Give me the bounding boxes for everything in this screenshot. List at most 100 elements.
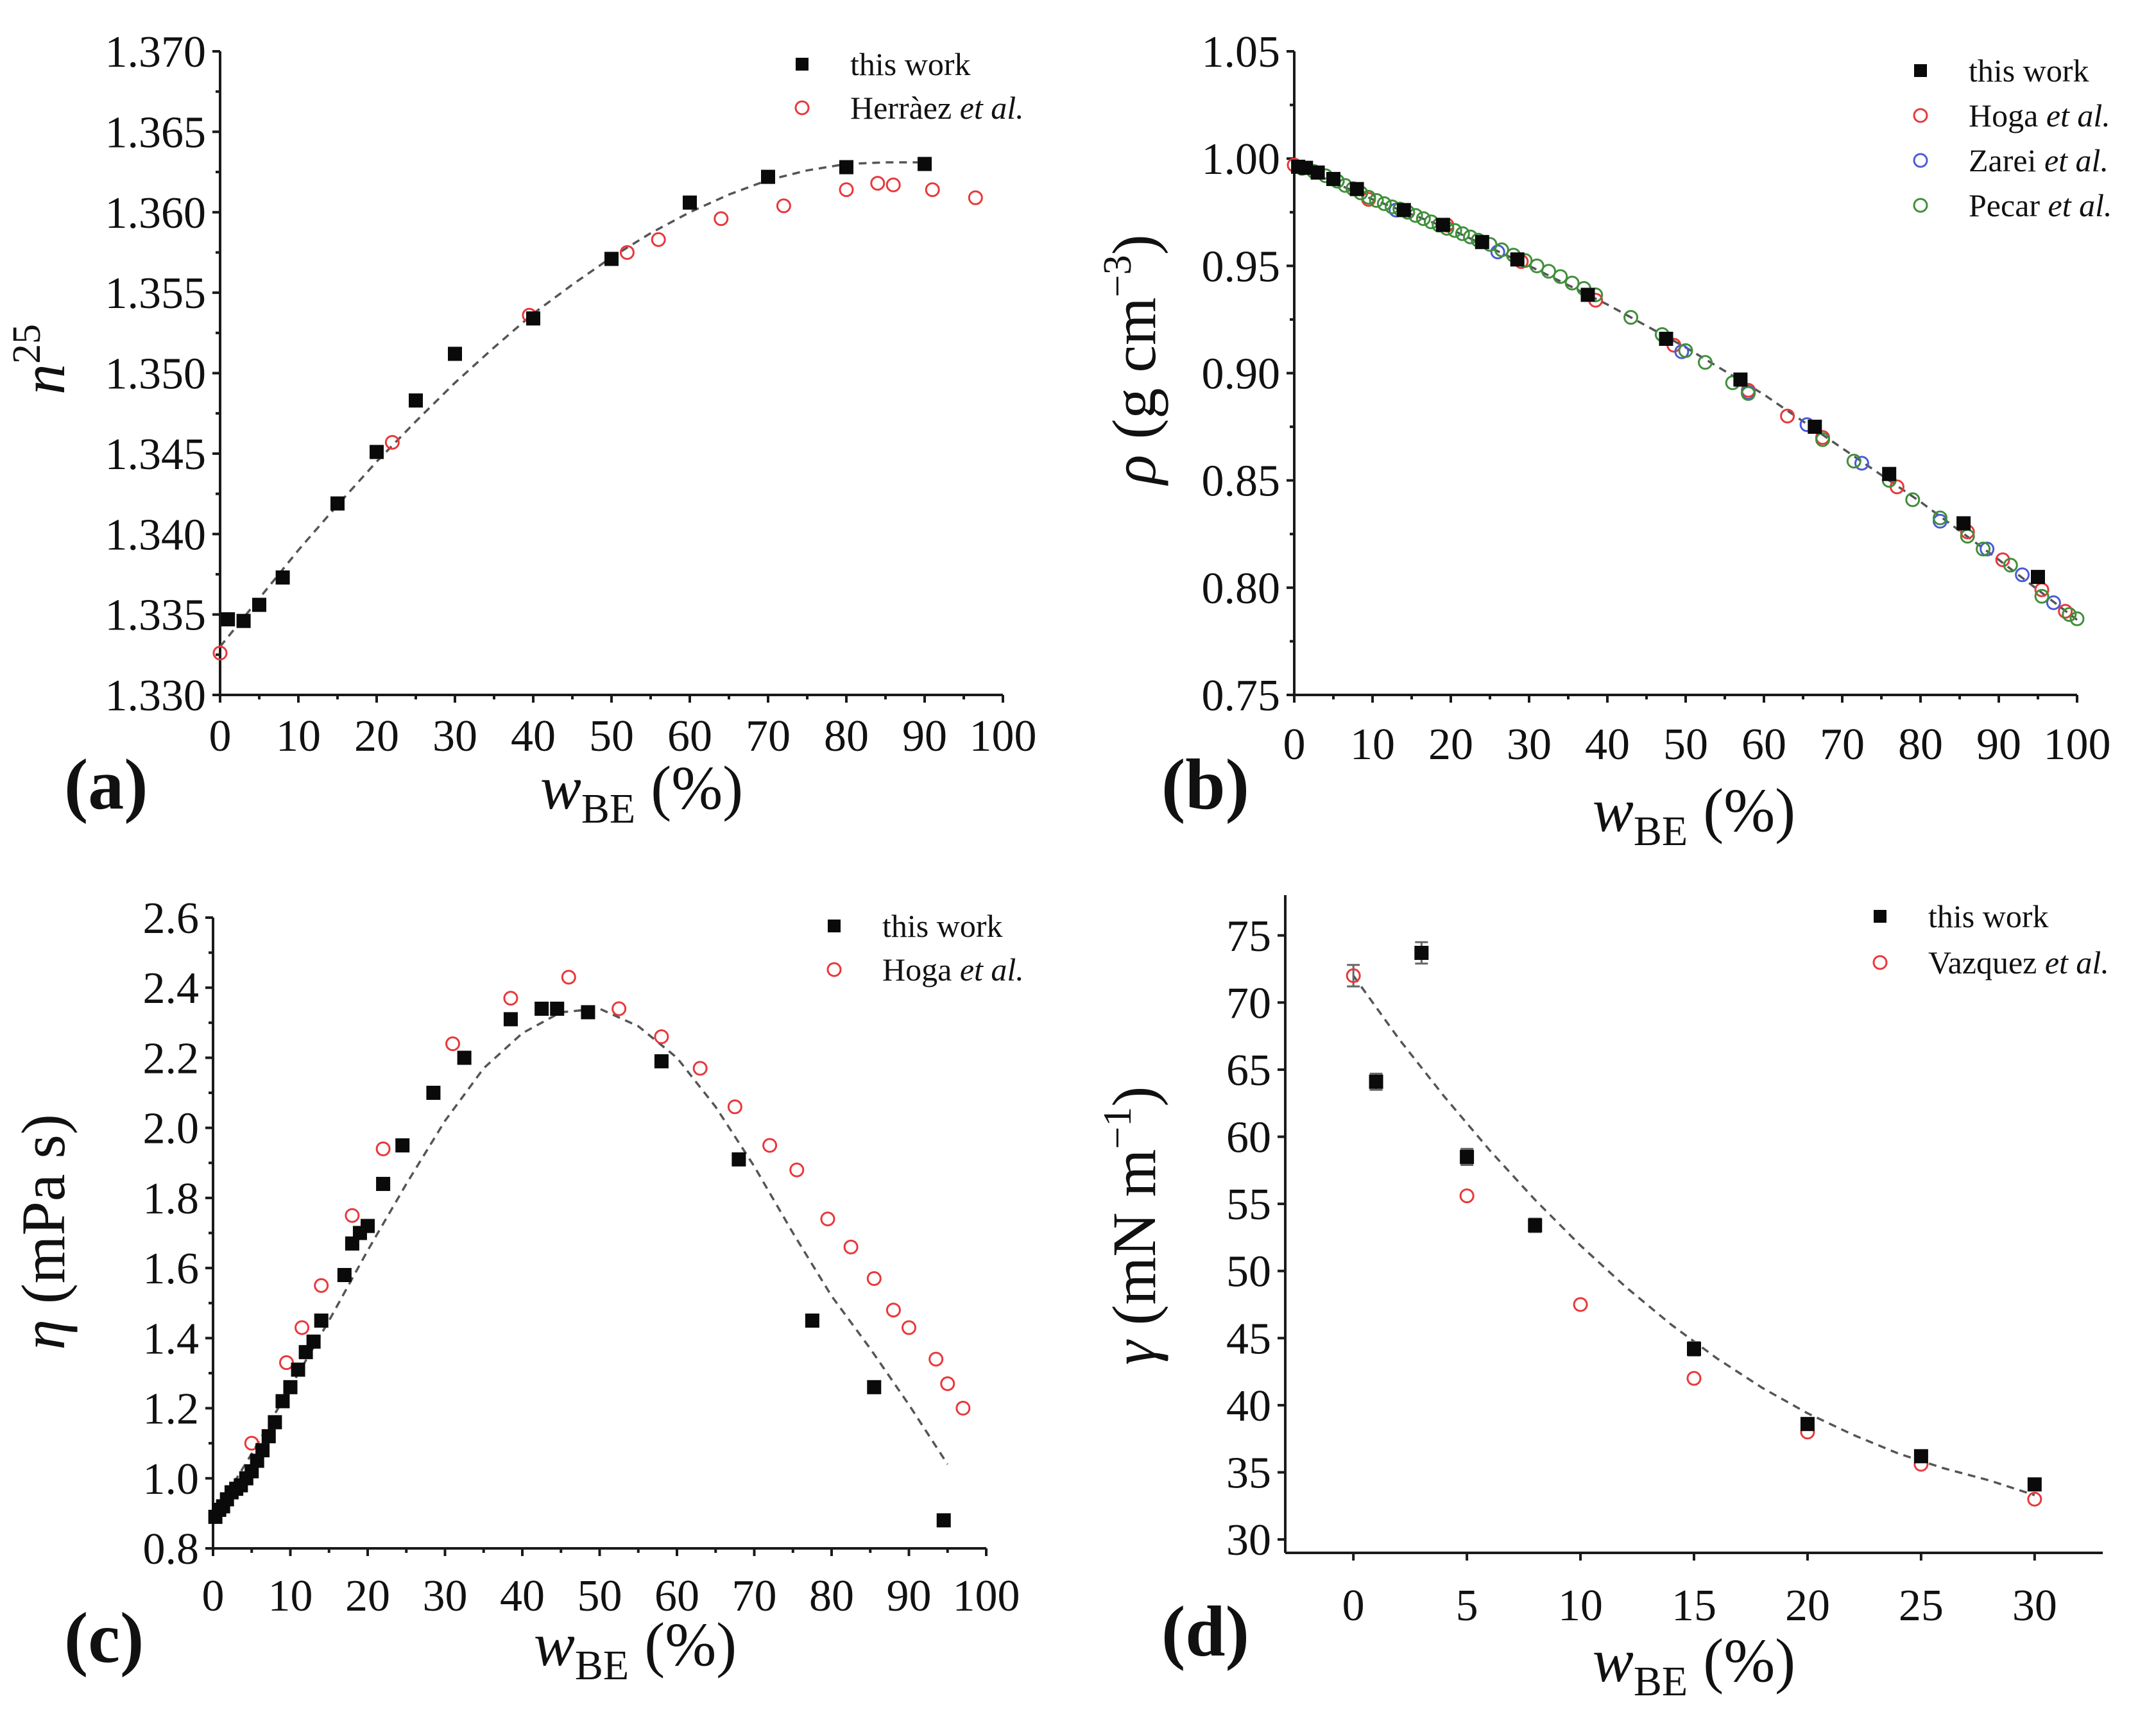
data-point-pecar-et-al bbox=[1463, 229, 1478, 244]
x-tick-label: 90 bbox=[1976, 720, 2021, 769]
x-axis-title: wBE (%) bbox=[1593, 1626, 1795, 1705]
data-point-this-work bbox=[1460, 1149, 1475, 1164]
data-point-this-work bbox=[409, 393, 423, 408]
y-tick-label: 1.2 bbox=[143, 1385, 200, 1434]
y-tick-label: 50 bbox=[1226, 1247, 1271, 1297]
x-tick-label: 10 bbox=[268, 1571, 313, 1621]
data-point-this-work bbox=[761, 169, 775, 184]
data-point-this-work bbox=[1326, 171, 1340, 186]
data-point-hoga-et-al bbox=[820, 1211, 835, 1227]
x-tick-label: 20 bbox=[1785, 1581, 1830, 1631]
x-tick-label: 5 bbox=[1456, 1581, 1478, 1631]
data-point-herr-ez-et-al bbox=[839, 182, 854, 198]
data-point-this-work bbox=[1808, 420, 1822, 434]
y-tick-label: 0.85 bbox=[1202, 457, 1281, 506]
data-point-this-work bbox=[1800, 1417, 1815, 1432]
y-tick-label: 60 bbox=[1226, 1113, 1271, 1163]
data-point-hoga-et-al bbox=[866, 1271, 882, 1286]
y-tick-label: 1.8 bbox=[143, 1174, 200, 1224]
data-point-pecar-et-al bbox=[1846, 454, 1861, 469]
data-point-pecar-et-al bbox=[1416, 211, 1431, 227]
data-point-pecar-et-al bbox=[1976, 542, 1991, 557]
y-axis-title: ρ (g cm−3) bbox=[1096, 234, 1168, 486]
y-tick-label: 1.330 bbox=[105, 671, 207, 721]
x-tick-label: 40 bbox=[1585, 720, 1630, 769]
data-point-this-work bbox=[526, 311, 540, 326]
x-tick-label: 70 bbox=[746, 712, 791, 761]
legend-label: Pecar et al. bbox=[1969, 187, 2112, 223]
legend-marker bbox=[1914, 64, 1927, 77]
legend-entry: this work bbox=[796, 46, 971, 82]
data-point-pecar-et-al bbox=[1494, 242, 1509, 257]
data-point-hoga-et-al bbox=[955, 1401, 971, 1416]
data-point-this-work bbox=[1310, 165, 1325, 180]
data-point-this-work bbox=[370, 445, 384, 459]
x-tick-label: 10 bbox=[1558, 1581, 1603, 1631]
legend-entry: this work bbox=[828, 908, 1003, 944]
data-point-pecar-et-al bbox=[1455, 226, 1470, 241]
x-tick-label: 15 bbox=[1672, 1581, 1716, 1631]
legend-label: Vazquez et al. bbox=[1928, 945, 2109, 980]
data-point-hoga-et-al bbox=[1780, 408, 1795, 424]
x-tick-label: 60 bbox=[667, 712, 712, 761]
data-point-this-work bbox=[261, 1429, 276, 1444]
y-tick-label: 1.345 bbox=[105, 430, 207, 479]
data-point-this-work bbox=[283, 1380, 298, 1394]
data-point-this-work bbox=[1687, 1342, 1701, 1357]
data-point-pecar-et-al bbox=[1408, 208, 1423, 223]
y-tick-label: 1.360 bbox=[105, 189, 207, 238]
data-point-hoga-et-al bbox=[561, 970, 576, 985]
x-tick-label: 100 bbox=[970, 712, 1037, 761]
data-point-this-work bbox=[395, 1138, 410, 1152]
legend-entry: Zarei et al. bbox=[1913, 142, 2109, 178]
legend-label: this work bbox=[1969, 53, 2089, 89]
data-point-pecar-et-al bbox=[1678, 343, 1693, 358]
data-point-pecar-et-al bbox=[1698, 355, 1713, 370]
y-tick-label: 1.355 bbox=[105, 269, 207, 318]
x-tick-label: 90 bbox=[887, 1571, 932, 1621]
data-point-this-work bbox=[2027, 1477, 2042, 1492]
legend-entry: Pecar et al. bbox=[1913, 187, 2112, 223]
data-point-pecar-et-al bbox=[1623, 310, 1639, 325]
data-point-herr-ez-et-al bbox=[925, 182, 940, 198]
y-tick-label: 1.4 bbox=[143, 1314, 200, 1364]
data-point-this-work bbox=[1299, 160, 1313, 175]
y-tick-label: 65 bbox=[1226, 1046, 1271, 1095]
x-tick-label: 25 bbox=[1899, 1581, 1944, 1631]
x-tick-label: 80 bbox=[824, 712, 869, 761]
panel-letter: (c) bbox=[64, 1598, 144, 1678]
y-tick-label: 1.365 bbox=[105, 108, 207, 157]
data-point-vazquez-et-al bbox=[1573, 1297, 1588, 1312]
panel-letter: (a) bbox=[64, 745, 148, 825]
data-point-pecar-et-al bbox=[1741, 386, 1756, 401]
x-tick-label: 100 bbox=[953, 1571, 1020, 1621]
x-tick-label: 30 bbox=[2012, 1581, 2057, 1631]
data-point-zarei-et-al bbox=[1854, 456, 1869, 471]
data-point-herr-ez-et-al bbox=[212, 646, 228, 661]
data-point-hoga-et-al bbox=[886, 1303, 901, 1318]
panel-letter: (b) bbox=[1161, 745, 1249, 825]
data-point-this-work bbox=[291, 1362, 305, 1377]
data-point-this-work bbox=[1882, 467, 1897, 481]
data-point-hoga-et-al bbox=[940, 1376, 955, 1391]
data-point-pecar-et-al bbox=[1541, 264, 1556, 279]
legend-marker bbox=[828, 920, 841, 932]
y-tick-label: 0.95 bbox=[1202, 242, 1281, 291]
data-point-this-work bbox=[654, 1054, 669, 1068]
panel-letter: (d) bbox=[1161, 1592, 1249, 1672]
data-point-hoga-et-al bbox=[375, 1141, 391, 1156]
y-tick-label: 70 bbox=[1226, 979, 1271, 1028]
data-point-herr-ez-et-al bbox=[870, 176, 886, 191]
panel-b: 0 10 20 30 40 50 60 70 80 90 100 0.75 0.80 0.85 0.90 0.… bbox=[1096, 28, 2112, 855]
data-point-this-work bbox=[236, 613, 251, 628]
data-point-pecar-et-al bbox=[1905, 492, 1921, 508]
data-point-pecar-et-al bbox=[1385, 199, 1399, 214]
y-axis-title: n25 bbox=[5, 324, 78, 395]
data-point-herr-ez-et-al bbox=[776, 198, 791, 214]
x-tick-label: 40 bbox=[500, 1571, 545, 1621]
data-point-this-work bbox=[330, 496, 345, 511]
y-tick-label: 1.05 bbox=[1202, 28, 1281, 77]
data-point-this-work bbox=[1580, 287, 1595, 302]
data-point-this-work bbox=[314, 1314, 329, 1328]
